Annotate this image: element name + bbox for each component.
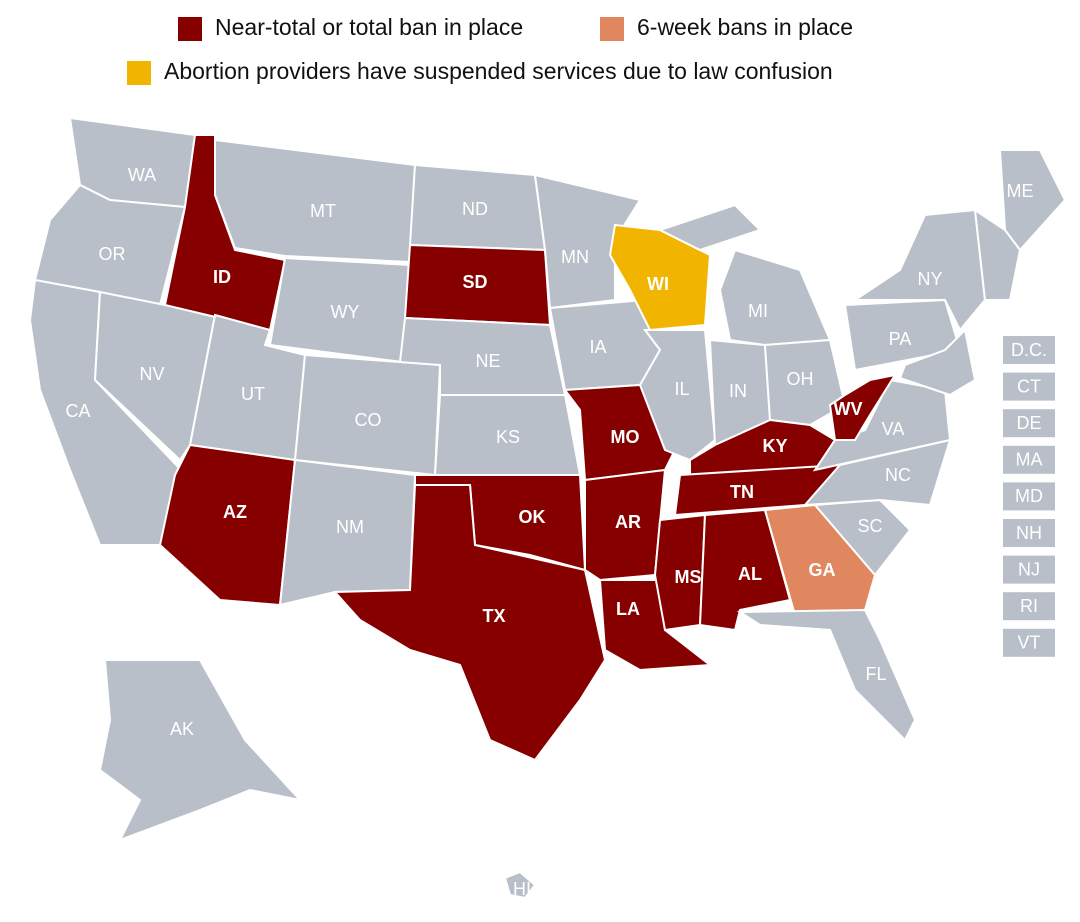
small-state-box	[1003, 592, 1055, 621]
state-label: HI	[513, 879, 531, 899]
state-label: NM	[336, 517, 364, 537]
state-label: WI	[647, 274, 669, 294]
state-label: FL	[865, 664, 886, 684]
state-shape	[763, 338, 847, 427]
state-label: NV	[139, 364, 164, 384]
state-label: OH	[787, 369, 814, 389]
state-label: TX	[482, 606, 505, 626]
state-label: WV	[834, 399, 863, 419]
state-label: ME	[1007, 181, 1034, 201]
state-label: ND	[462, 199, 488, 219]
state-label: LA	[616, 599, 640, 619]
legend-label: Near-total or total ban in place	[215, 14, 523, 40]
state-shape	[828, 373, 898, 441]
small-state-box	[1003, 519, 1055, 547]
state-label: IN	[729, 381, 747, 401]
state-shape	[736, 608, 917, 742]
state-shape	[98, 659, 303, 842]
legend-swatch	[178, 17, 202, 41]
state-label: IL	[674, 379, 689, 399]
state-label: GA	[809, 560, 836, 580]
state-shape	[158, 443, 297, 607]
state-label: NY	[917, 269, 942, 289]
state-label: CA	[65, 401, 90, 421]
small-state-label: MA	[1016, 450, 1043, 470]
state-label: CO	[355, 410, 382, 430]
state-shape	[503, 870, 537, 900]
northeast-states	[898, 207, 1022, 397]
state-label: PA	[889, 329, 912, 349]
small-state-label: D.C.	[1011, 340, 1047, 360]
small-state-label: RI	[1020, 596, 1038, 616]
state-shape	[533, 173, 642, 310]
small-state-label: MD	[1015, 486, 1043, 506]
small-state-box	[1003, 628, 1055, 657]
state-label: AK	[170, 719, 194, 739]
legend-swatch	[127, 61, 151, 85]
small-state-box	[1003, 336, 1055, 364]
state-label: VA	[882, 419, 905, 439]
state-label: KY	[762, 436, 787, 456]
state-label: OR	[99, 244, 126, 264]
state-shape	[332, 484, 607, 762]
states: WA OR CA NV ID MT WY UT AZ CO NM ND SD NE KS OK TX MN IA MO…	[28, 116, 1067, 900]
state-shape	[998, 149, 1067, 252]
state-label: WA	[128, 165, 156, 185]
state-label: NE	[475, 351, 500, 371]
state-label: SD	[462, 272, 487, 292]
state-label: KS	[496, 427, 520, 447]
state-label: AZ	[223, 502, 247, 522]
small-state-box	[1003, 409, 1055, 438]
legend-label: Abortion providers have suspended servic…	[164, 58, 833, 84]
state-shape	[653, 513, 707, 632]
state-label: MS	[675, 567, 702, 587]
legend: Near-total or total ban in place 6-week b…	[127, 14, 853, 85]
state-label: AL	[738, 564, 762, 584]
state-label: MT	[310, 201, 336, 221]
state-shape	[802, 438, 952, 507]
state-label: TN	[730, 482, 754, 502]
legend-label: 6-week bans in place	[637, 14, 853, 40]
state-label: ID	[213, 267, 231, 287]
state-label: NC	[885, 465, 911, 485]
small-state-label: DE	[1016, 413, 1041, 433]
state-label: WY	[331, 302, 360, 322]
small-state-box	[1003, 555, 1055, 584]
state-label: UT	[241, 384, 265, 404]
legend-swatch	[600, 17, 624, 41]
state-label: AR	[615, 512, 641, 532]
small-state-label: VT	[1017, 633, 1040, 653]
state-shape	[638, 329, 717, 462]
state-label: MO	[611, 427, 640, 447]
state-label: SC	[857, 516, 882, 536]
small-state-box	[1003, 372, 1055, 401]
small-state-label: CT	[1017, 376, 1041, 396]
state-label: MN	[561, 247, 589, 267]
small-state-label: NH	[1016, 523, 1042, 543]
small-state-box	[1003, 445, 1055, 474]
small-states: D.C. CT DE MA MD NH NJ RI VT	[1003, 336, 1055, 657]
state-label: MI	[748, 301, 768, 321]
state-shape	[657, 203, 762, 252]
small-state-label: NJ	[1018, 559, 1040, 579]
small-state-box	[1003, 482, 1055, 511]
state-label: OK	[519, 507, 546, 527]
state-label: IA	[589, 337, 606, 357]
state-shape	[584, 468, 667, 582]
state-shape	[718, 248, 832, 347]
